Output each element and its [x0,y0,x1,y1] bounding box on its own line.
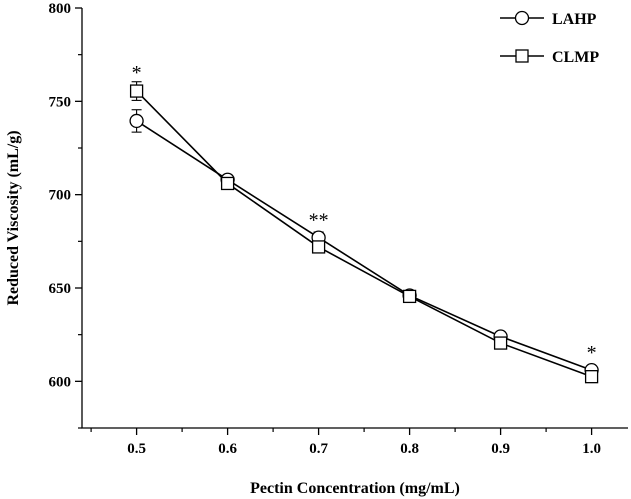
x-tick-label: 0.6 [218,441,237,457]
legend-label: LAHP [552,11,597,28]
axes: 600 650 700 750 800 0.5 0.6 0.7 0.8 0.9 1.0 [49,1,628,457]
y-tick-label: 600 [49,374,72,390]
data-point [129,84,144,98]
data-point [493,336,508,350]
legend-label: CLMP [552,49,599,66]
legend-marker-circle [514,10,530,26]
data-point [584,370,599,384]
significance-marker: ** [309,209,329,231]
data-point [311,240,326,254]
significance-marker: * [587,342,597,364]
data-point [402,289,417,304]
y-axis-title: Reduced Viscosity (mL/g) [5,130,22,305]
series-lahp [129,109,599,378]
x-tick-label: 0.8 [400,441,419,457]
y-tick-label: 700 [49,188,72,204]
series-line [136,120,592,371]
series-layer [129,81,599,384]
x-tick-label: 0.5 [127,441,146,457]
y-tick-label: 800 [49,1,72,17]
series-line [136,90,592,378]
x-tick-label: 0.9 [491,441,510,457]
legend: LAHP CLMP [500,10,599,66]
series-clmp [129,81,599,384]
legend-marker-square [515,49,529,63]
significance-marker: * [132,62,142,84]
x-axis-title: Pectin Concentration (mg/mL) [250,480,460,497]
y-tick-label: 750 [49,94,72,110]
annotations: **** [132,62,597,364]
data-point [220,176,235,191]
x-tick-label: 1.0 [582,441,601,457]
axis-frame [81,8,628,429]
data-point [129,113,144,129]
y-tick-label: 650 [49,281,72,297]
x-tick-label: 0.7 [309,441,328,457]
